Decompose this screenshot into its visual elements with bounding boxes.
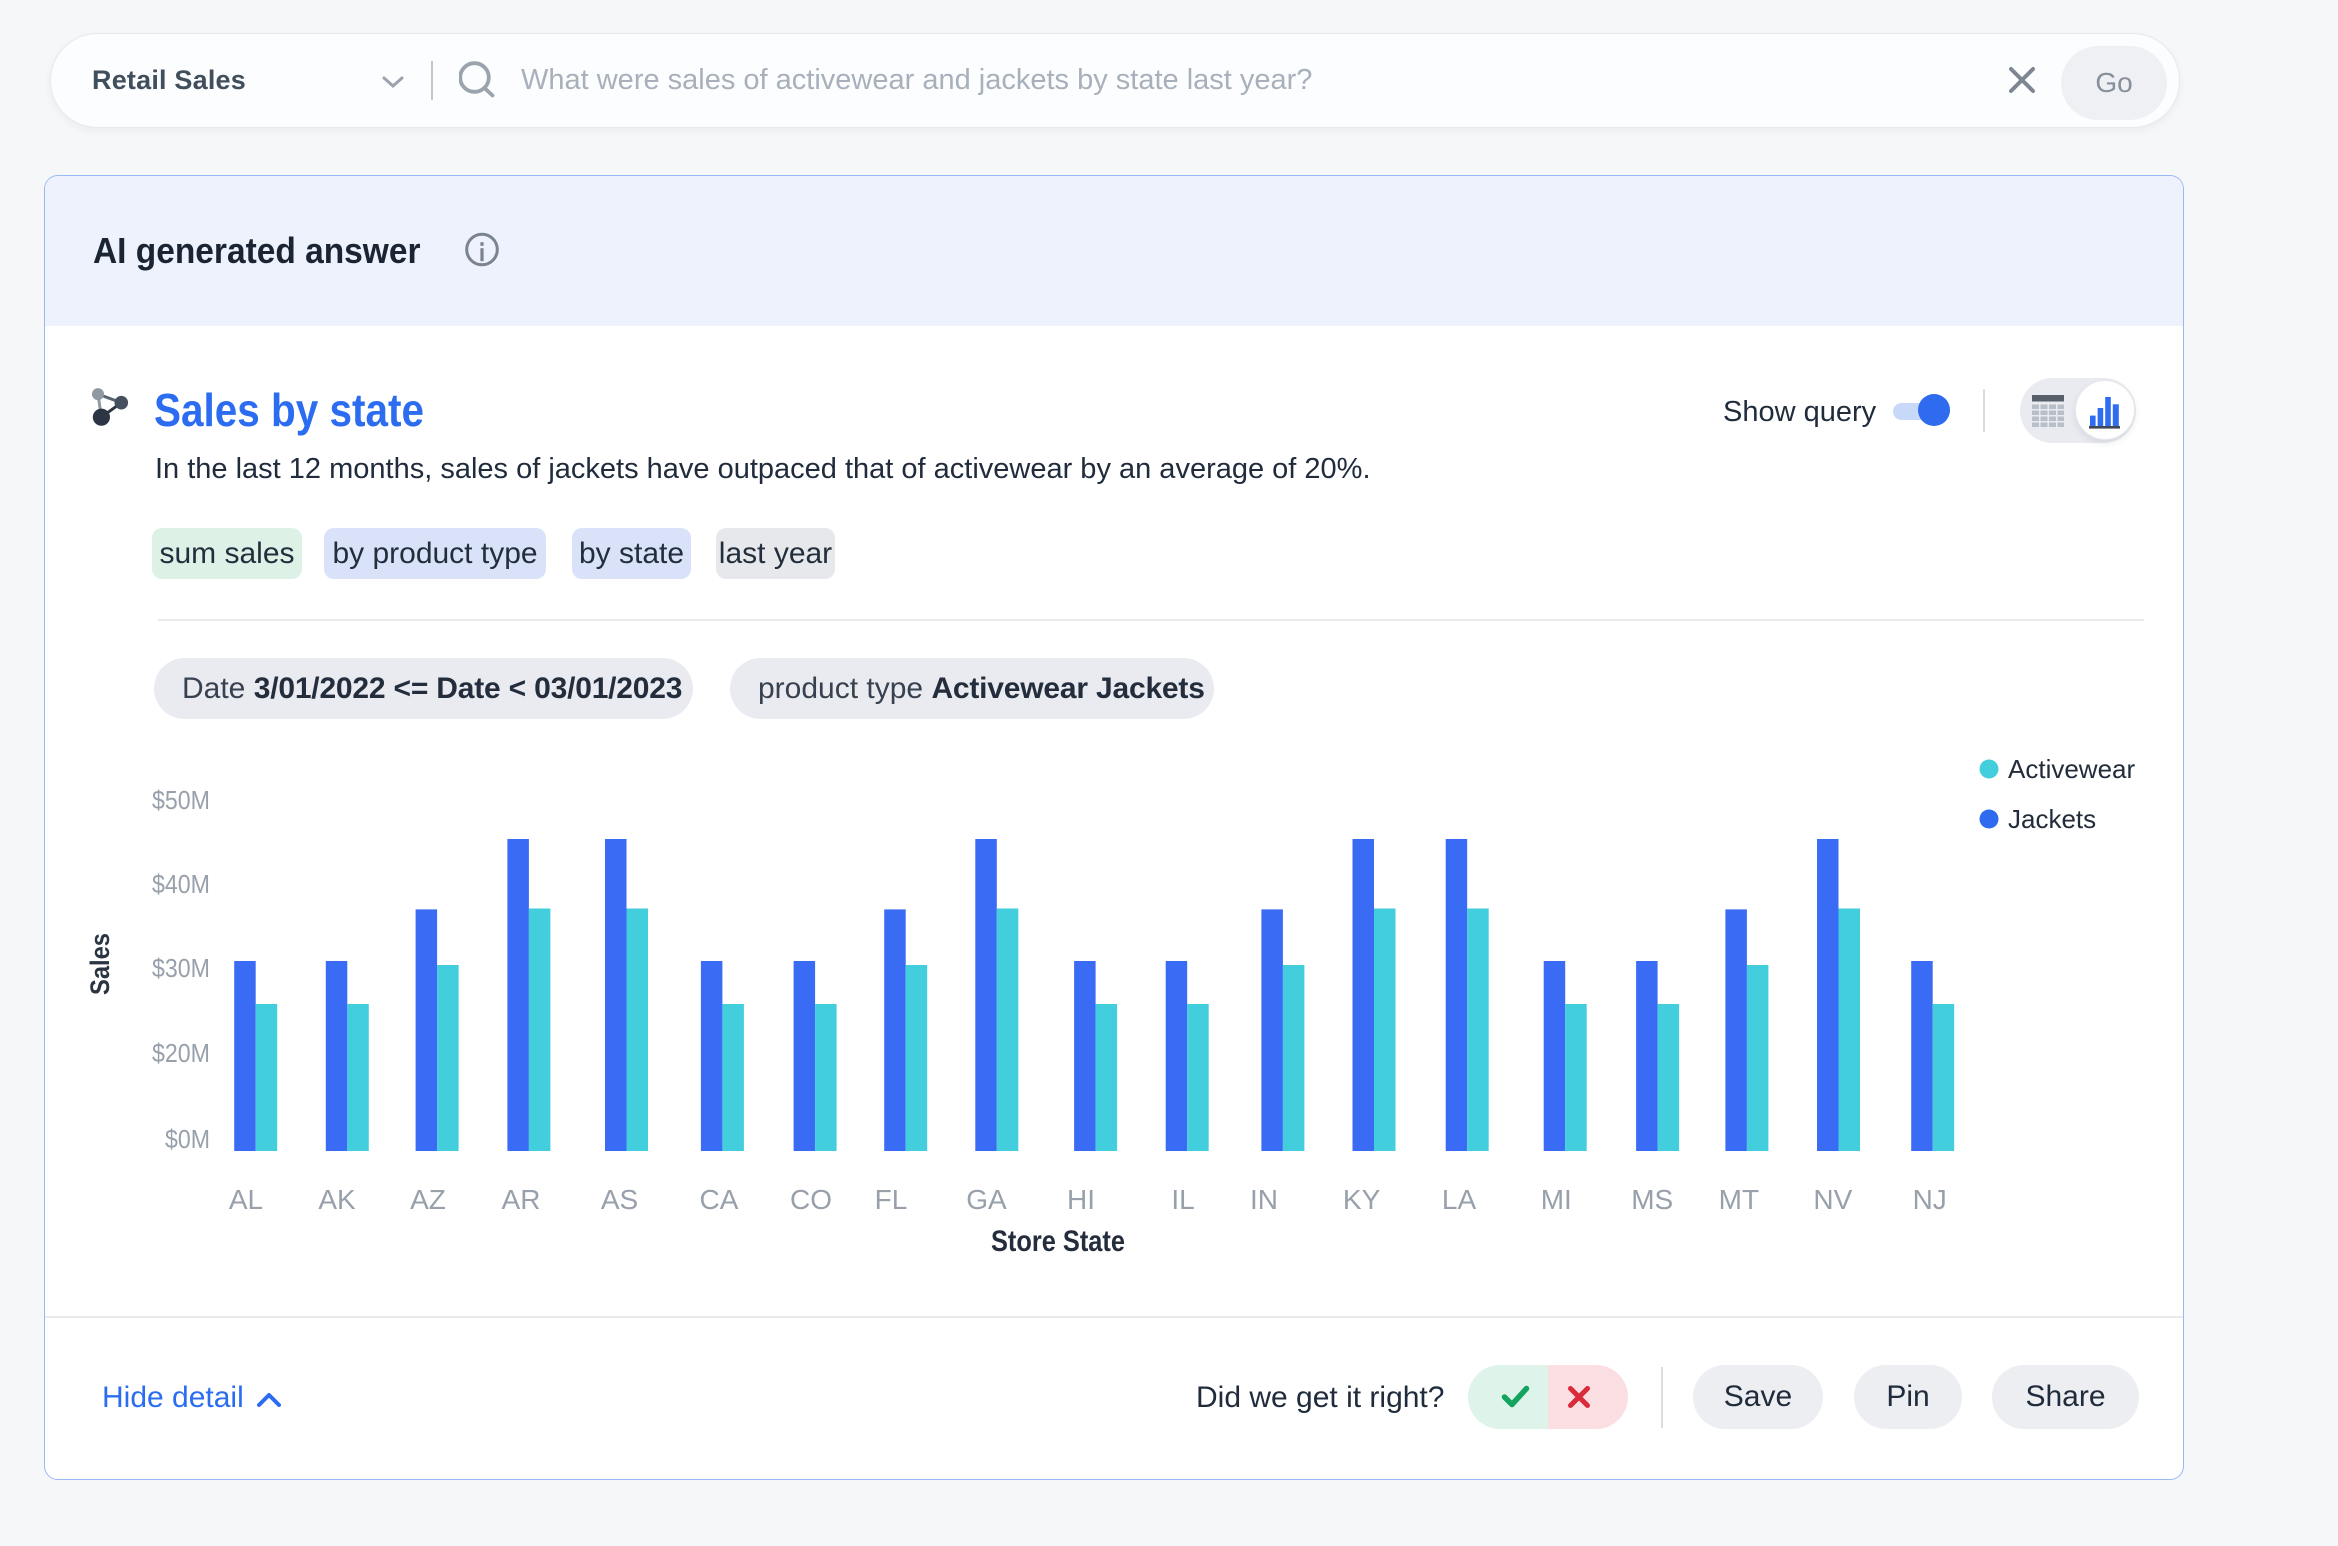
svg-text:AZ: AZ [410,1184,446,1215]
svg-text:CO: CO [790,1184,832,1215]
svg-text:Jackets: Jackets [2008,804,2096,834]
svg-text:AS: AS [601,1184,638,1215]
svg-text:$20M: $20M [152,1038,210,1068]
svg-text:GA: GA [966,1184,1007,1215]
svg-text:KY: KY [1343,1184,1381,1215]
svg-text:FL: FL [875,1184,908,1215]
svg-text:MS: MS [1631,1184,1673,1215]
svg-text:LA: LA [1442,1184,1477,1215]
svg-text:Sales: Sales [85,933,115,995]
svg-text:IL: IL [1171,1184,1194,1215]
svg-text:Store State: Store State [991,1225,1125,1258]
svg-text:$0M: $0M [165,1124,210,1154]
svg-text:CA: CA [700,1184,739,1215]
svg-text:$30M: $30M [152,953,210,983]
svg-text:IN: IN [1250,1184,1278,1215]
svg-text:$40M: $40M [152,869,210,899]
svg-text:AL: AL [229,1184,263,1215]
svg-text:$50M: $50M [152,785,210,815]
svg-text:HI: HI [1067,1184,1095,1215]
svg-text:MT: MT [1719,1184,1759,1215]
svg-text:Activewear: Activewear [2008,754,2135,784]
svg-text:AK: AK [318,1184,356,1215]
svg-text:AR: AR [502,1184,541,1215]
svg-text:NJ: NJ [1913,1184,1947,1215]
svg-text:NV: NV [1813,1184,1852,1215]
svg-text:MI: MI [1541,1184,1572,1215]
